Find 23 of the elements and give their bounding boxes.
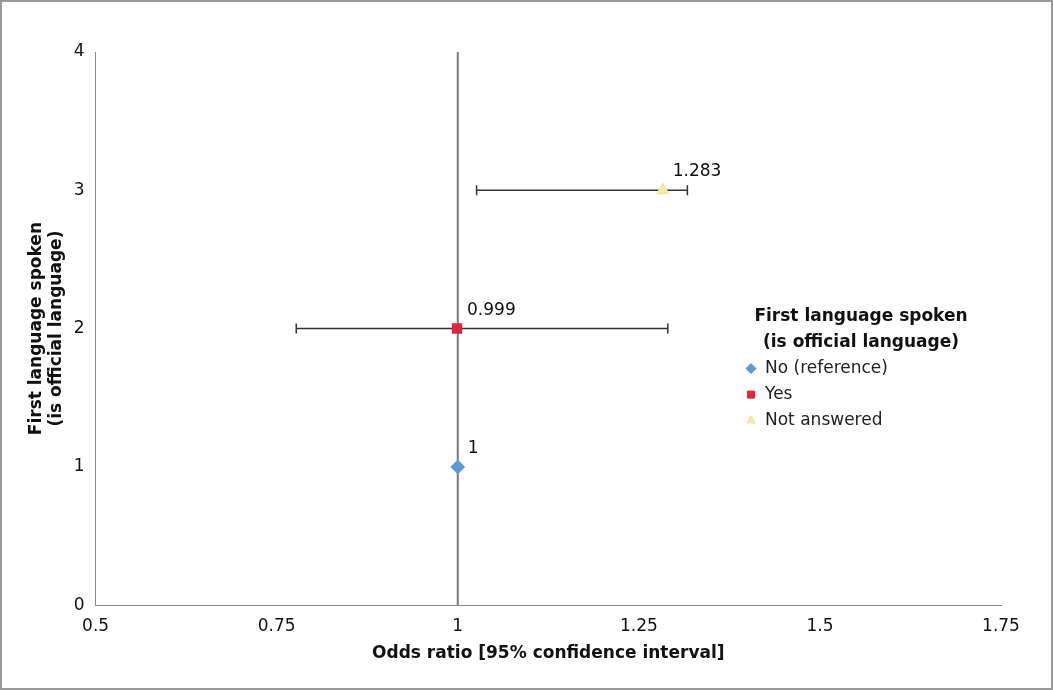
- legend-label: Not answered: [765, 409, 883, 430]
- point: [450, 459, 465, 474]
- x-axis-title: Odds ratio [95% confidence interval]: [372, 642, 725, 663]
- x-tick-label: 1.75: [982, 614, 1020, 635]
- legend-label: No (reference): [765, 357, 888, 378]
- legend-label: Yes: [764, 383, 793, 404]
- y-tick-label: 3: [73, 178, 85, 199]
- annotation: 1: [467, 436, 479, 457]
- x-tick-label: 1: [452, 614, 464, 635]
- y-tick-label: 2: [73, 317, 85, 338]
- y-axis-title: First language spoken (is official language): [24, 222, 66, 436]
- legend-title: First language spoken (is official language): [754, 305, 968, 352]
- x-tick-label: 1.5: [806, 614, 834, 635]
- y-tick-label: 4: [73, 40, 85, 61]
- y-tick-label: 0: [73, 593, 85, 614]
- x-tick-label: 0.5: [82, 614, 110, 635]
- x-tick-label: 0.75: [257, 614, 296, 635]
- annotation: 1.283: [672, 160, 722, 181]
- annotation: 0.999: [467, 298, 516, 319]
- point: [656, 183, 669, 195]
- y-tick-label: 1: [73, 455, 85, 476]
- x-tick-label: 1.25: [619, 614, 658, 635]
- point: [451, 323, 463, 334]
